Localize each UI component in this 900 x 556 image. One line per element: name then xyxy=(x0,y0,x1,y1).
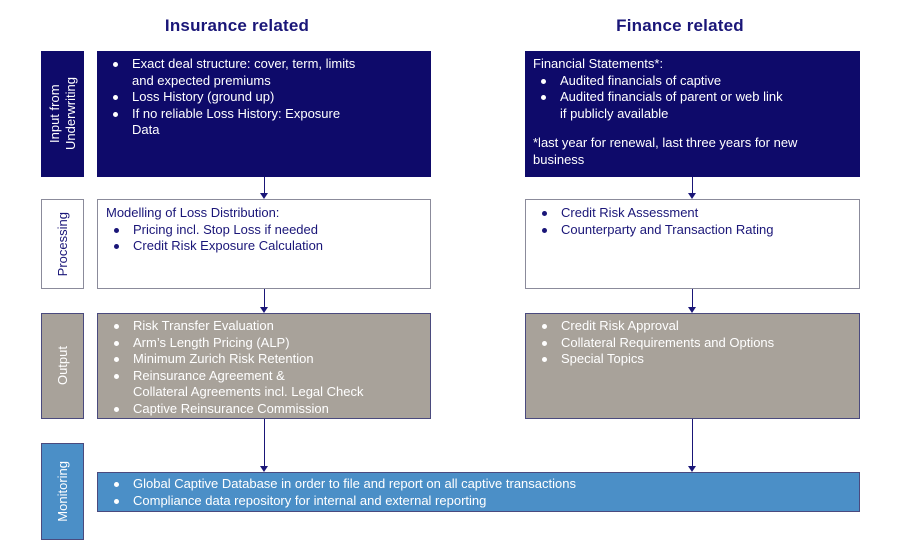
arrow-input-to-processing-insurance-icon xyxy=(260,177,269,199)
box-input-insurance: Exact deal structure: cover, term, limit… xyxy=(97,51,431,177)
bullet-dot-icon xyxy=(113,111,118,117)
bullet-dot-icon xyxy=(542,211,547,216)
bullet-dot-icon xyxy=(114,406,119,412)
bullet-item: Audited financials of captive xyxy=(533,73,852,90)
box-heading: Modelling of Loss Distribution: xyxy=(106,205,280,220)
bullet-item: Counterparty and Transaction Rating xyxy=(534,222,851,239)
footnote-line: business xyxy=(533,151,585,167)
arrow-output-to-monitoring-insurance-icon xyxy=(260,419,269,472)
arrow-processing-to-output-finance-icon xyxy=(688,289,697,313)
bullet-item: Compliance data repository for internal … xyxy=(106,493,851,510)
box-processing-insurance: Modelling of Loss Distribution: Pricing … xyxy=(97,199,431,289)
row-label-monitoring: Monitoring xyxy=(41,443,84,540)
bullet-item: Minimum Zurich Risk Retention xyxy=(106,351,422,368)
bullet-item: Risk Transfer Evaluation xyxy=(106,318,422,335)
bullet-dot-icon xyxy=(541,78,546,84)
column-header-finance: Finance related xyxy=(616,16,744,35)
box-monitoring: Global Captive Database in order to file… xyxy=(97,472,860,512)
bullet-dot-icon xyxy=(542,340,547,346)
bullet-dot-icon xyxy=(542,357,547,362)
arrow-processing-to-output-insurance-icon xyxy=(260,289,269,313)
bullet-item: Pricing incl. Stop Loss if needed xyxy=(106,222,422,239)
bullet-item-continuation: if publicly available xyxy=(560,105,669,121)
bullet-item: Audited financials of parent or web link xyxy=(533,89,852,106)
bullet-dot-icon xyxy=(114,244,119,249)
box-output-insurance: Risk Transfer Evaluation Arm’s Length Pr… xyxy=(97,313,431,419)
bullet-dot-icon xyxy=(542,324,547,329)
row-label-input-from-underwriting: Input from Underwriting xyxy=(41,51,84,177)
bullet-item: Credit Risk Exposure Calculation xyxy=(106,238,422,255)
bullet-dot-icon xyxy=(114,324,119,329)
box-processing-finance: Credit Risk Assessment Counterparty and … xyxy=(525,199,860,289)
bullet-item: Arm’s Length Pricing (ALP) xyxy=(106,335,422,352)
box-input-finance: Financial Statements*: Audited financial… xyxy=(525,51,860,177)
bullet-item-continuation: Data xyxy=(132,122,160,137)
row-label-text: Processing xyxy=(54,211,70,277)
column-header-insurance: Insurance related xyxy=(164,16,310,35)
row-label-output: Output xyxy=(41,313,84,419)
row-label-text: Monitoring xyxy=(54,461,70,522)
row-label-processing: Processing xyxy=(41,199,84,289)
bullet-dot-icon xyxy=(541,95,546,100)
bullet-dot-icon xyxy=(114,482,119,487)
bullet-item: Reinsurance Agreement & xyxy=(106,368,422,385)
bullet-item: Credit Risk Assessment xyxy=(534,205,851,222)
bullet-item: Captive Reinsurance Commission xyxy=(106,401,422,418)
bullet-dot-icon xyxy=(114,340,119,346)
box-output-finance: Credit Risk Approval Collateral Requirem… xyxy=(525,313,860,419)
bullet-dot-icon xyxy=(542,227,547,233)
bullet-item: Credit Risk Approval xyxy=(534,318,851,335)
bullet-item: Loss History (ground up) xyxy=(105,89,423,106)
bullet-dot-icon xyxy=(113,62,118,67)
bullet-item-continuation: and expected premiums xyxy=(132,72,271,88)
bullet-item: If no reliable Loss History: Exposure xyxy=(105,106,423,123)
arrow-input-to-processing-finance-icon xyxy=(688,177,697,199)
box-heading: Financial Statements*: xyxy=(533,56,664,71)
bullet-item: Global Captive Database in order to file… xyxy=(106,476,851,493)
footnote-line: *last year for renewal, last three years… xyxy=(533,135,798,150)
bullet-dot-icon xyxy=(114,227,119,233)
bullet-item: Exact deal structure: cover, term, limit… xyxy=(105,56,423,73)
bullet-dot-icon xyxy=(113,95,118,100)
row-label-text: Input from Underwriting xyxy=(46,77,78,151)
bullet-item-continuation: Collateral Agreements incl. Legal Check xyxy=(133,384,364,399)
bullet-dot-icon xyxy=(114,357,119,362)
bullet-dot-icon xyxy=(114,498,119,504)
bullet-item: Collateral Requirements and Options xyxy=(534,335,851,352)
bullet-item: Special Topics xyxy=(534,351,851,368)
arrow-output-to-monitoring-finance-icon xyxy=(688,419,697,472)
spacer xyxy=(533,122,852,135)
row-label-text: Output xyxy=(54,346,70,386)
bullet-dot-icon xyxy=(114,373,119,379)
